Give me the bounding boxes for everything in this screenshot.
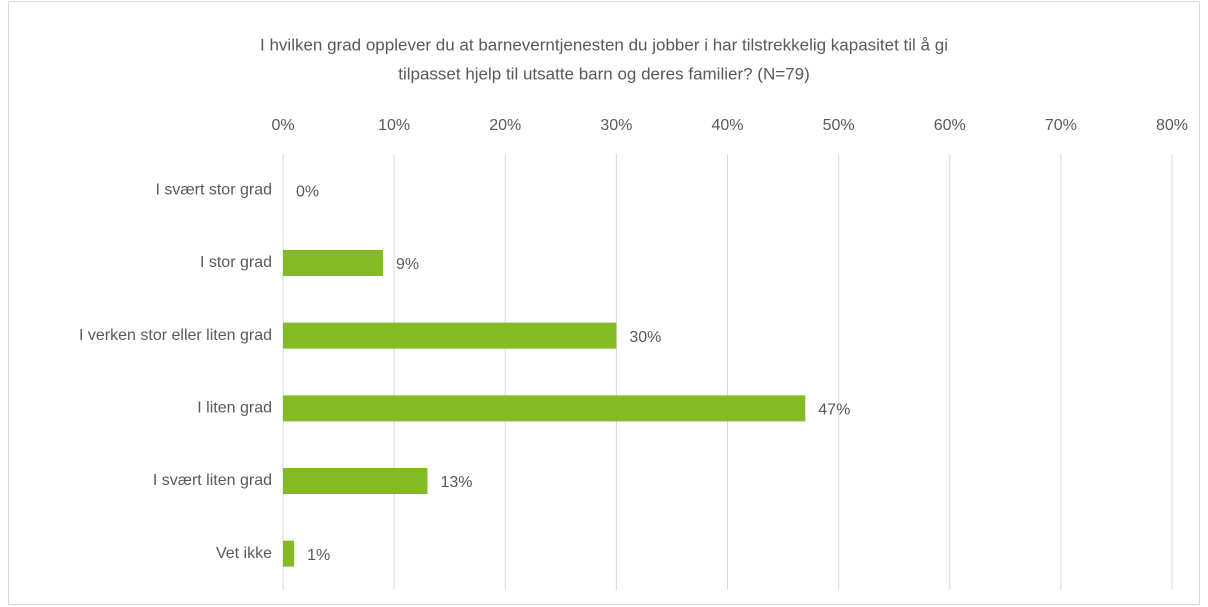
data-label: 47% <box>818 402 850 419</box>
x-tick-label: 80% <box>1156 117 1188 134</box>
x-tick-label: 20% <box>489 117 521 134</box>
y-tick-label: I svært liten grad <box>153 472 272 489</box>
data-label: 0% <box>296 184 319 201</box>
x-tick-label: 40% <box>711 117 743 134</box>
data-label: 1% <box>307 547 330 564</box>
bar <box>283 250 384 276</box>
chart-title: tilpasset hjelp til utsatte barn og dere… <box>398 64 810 83</box>
x-tick-label: 50% <box>823 117 855 134</box>
data-label: 9% <box>396 256 419 273</box>
bar <box>283 468 428 494</box>
y-tick-label: I stor grad <box>200 254 272 271</box>
x-tick-label: 0% <box>271 117 294 134</box>
data-label: 30% <box>629 329 661 346</box>
x-tick-label: 10% <box>378 117 410 134</box>
y-tick-label: Vet ikke <box>216 545 272 562</box>
data-label: 13% <box>440 474 472 491</box>
chart-title: I hvilken grad opplever du at barnevernt… <box>260 35 948 54</box>
chart-frame <box>8 1 1200 605</box>
y-tick-label: I svært stor grad <box>156 182 272 199</box>
x-tick-label: 70% <box>1045 117 1077 134</box>
bar <box>283 540 295 567</box>
x-tick-label: 30% <box>600 117 632 134</box>
y-tick-label: I verken stor eller liten grad <box>79 327 272 344</box>
y-tick-label: I liten grad <box>197 400 272 417</box>
x-tick-label: 60% <box>934 117 966 134</box>
bar <box>283 395 806 422</box>
bar <box>283 322 617 349</box>
